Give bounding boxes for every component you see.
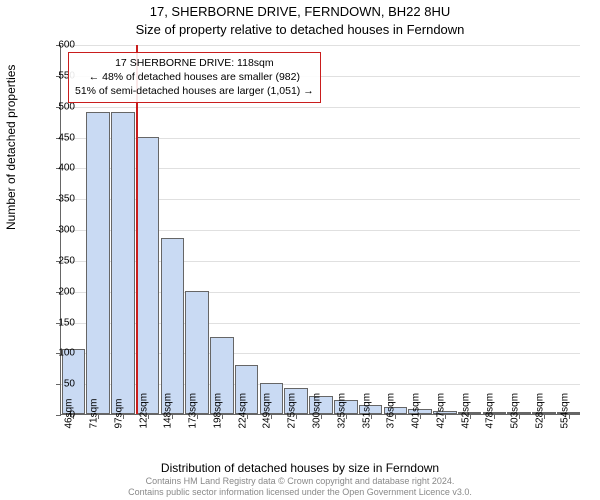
title-subtitle: Size of property relative to detached ho… — [0, 22, 600, 37]
infobox-line1: 17 SHERBORNE DRIVE: 118sqm — [75, 56, 314, 70]
x-axis-label: Distribution of detached houses by size … — [0, 461, 600, 475]
histogram-bar — [161, 238, 185, 414]
gridline — [61, 45, 580, 46]
histogram-bar — [136, 137, 160, 415]
gridline — [61, 107, 580, 108]
ytick-label: 600 — [45, 40, 75, 51]
histogram-bar — [111, 112, 135, 414]
footer-line1: Contains HM Land Registry data © Crown c… — [146, 476, 455, 486]
ytick-label: 300 — [45, 225, 75, 236]
infobox-line3: 51% of semi-detached houses are larger (… — [75, 84, 314, 98]
ytick-label: 450 — [45, 132, 75, 143]
ytick-label: 400 — [45, 163, 75, 174]
ytick-label: 250 — [45, 255, 75, 266]
title-address: 17, SHERBORNE DRIVE, FERNDOWN, BH22 8HU — [0, 4, 600, 19]
footer-line2: Contains public sector information licen… — [128, 487, 472, 497]
ytick-label: 50 — [45, 379, 75, 390]
ytick-label: 150 — [45, 317, 75, 328]
ytick-label: 500 — [45, 101, 75, 112]
histogram-bar — [86, 112, 110, 414]
footer-attribution: Contains HM Land Registry data © Crown c… — [0, 476, 600, 498]
property-infobox: 17 SHERBORNE DRIVE: 118sqm← 48% of detac… — [68, 52, 321, 103]
ytick-label: 200 — [45, 286, 75, 297]
infobox-line2: ← 48% of detached houses are smaller (98… — [75, 70, 314, 84]
ytick-label: 100 — [45, 348, 75, 359]
ytick-label: 350 — [45, 194, 75, 205]
y-axis-label: Number of detached properties — [4, 65, 18, 230]
